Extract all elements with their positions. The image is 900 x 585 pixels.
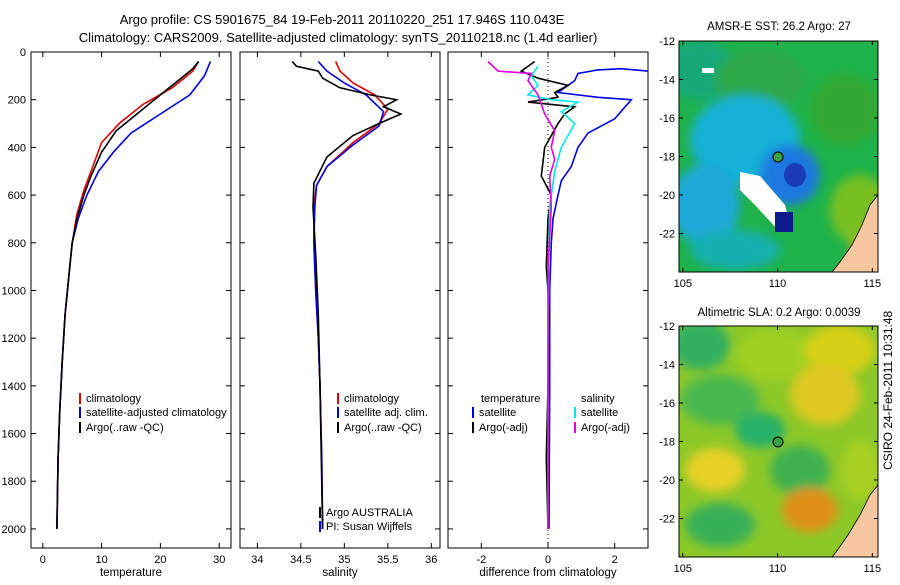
sla-argo-marker — [772, 436, 784, 448]
map-y-tick-label: -18 — [659, 152, 675, 164]
timestamp-label: CSIRO 24-Feb-2011 10:31:48 — [881, 310, 895, 470]
figure-title-line2: Climatology: CARS2009. Satellite-adjuste… — [79, 30, 598, 45]
x-tick-label: 34.5 — [290, 554, 311, 566]
legend-sal-argo-label: Argo(-adj) — [581, 422, 630, 434]
x-tick-label: 35.5 — [377, 554, 398, 566]
legend-sal-satellite-label: satellite — [581, 407, 618, 419]
x-tick-label: 20 — [154, 554, 166, 566]
series-line-argo-raw-qc- — [56, 60, 200, 529]
legend-climatology-label: climatology — [86, 393, 142, 405]
sla-map-panel: Altimetric SLA: 0.2 Argo: 0.0039 105 110 1… — [659, 307, 881, 575]
series-line-climatology — [56, 61, 200, 529]
x-tick-label: 0 — [545, 554, 551, 566]
map-y-tick-label: -22 — [659, 514, 675, 526]
y-tick-label: 0 — [20, 47, 26, 59]
salinity-panel: 34 34.5 35 35.5 36 salinity climatology satelli… — [239, 51, 441, 579]
salinity-x-axis-label: salinity — [322, 567, 357, 579]
series-line-satellite-adj-clim- — [313, 60, 385, 529]
series-line-salinity-argo-adj- — [487, 60, 556, 529]
temperature-series-group — [56, 60, 212, 529]
temperature-panel: 0 10 20 30 0 200 400 600 800 1000 1200 1400 1600 1800… — [2, 47, 232, 579]
y-tick-label: 800 — [8, 238, 26, 250]
sst-field — [679, 41, 878, 272]
map-y-tick-label: -16 — [659, 398, 675, 410]
legend-satellite-adj-label: satellite adj. clim. — [344, 407, 428, 419]
map-x-tick-label: 110 — [769, 278, 787, 290]
sst-map-title: AMSR-E SST: 26.2 Argo: 27 — [707, 21, 851, 33]
series-line-climatology — [313, 61, 389, 529]
sst-argo-marker — [772, 151, 784, 163]
series-line-satellite-adjusted-climatology — [56, 61, 212, 529]
y-tick-label: 200 — [8, 95, 26, 107]
annotation-argo-australia-label: Argo AUSTRALIA — [326, 507, 413, 519]
map-y-tick-label: -12 — [659, 321, 675, 333]
x-tick-label: 36 — [425, 554, 437, 566]
sst-map-panel: AMSR-E SST: 26.2 Argo: 27 105 110 115-1 — [659, 21, 882, 290]
x-tick-label: 0 — [40, 554, 46, 566]
y-tick-label: 1000 — [2, 285, 26, 297]
temperature-plot-frame — [30, 51, 232, 549]
y-tick-label: 600 — [8, 190, 26, 202]
map-y-tick-label: -20 — [659, 190, 675, 202]
map-y-tick-label: -20 — [659, 475, 675, 487]
series-line-temperature-argo-adj- — [519, 60, 577, 529]
figure-title-line1: Argo profile: CS 5901675_84 19-Feb-2011 … — [120, 12, 565, 27]
legend-argo-label: Argo(..raw -QC) — [344, 422, 422, 434]
y-tick-label: 1400 — [2, 381, 26, 393]
x-tick-label: 30 — [213, 554, 225, 566]
difference-series-group — [487, 60, 649, 529]
x-tick-label: 10 — [95, 554, 107, 566]
legend-climatology-label: climatology — [344, 393, 400, 405]
y-tick-label: 400 — [8, 142, 26, 154]
x-tick-label: 35 — [338, 554, 350, 566]
series-line-argo-raw-qc- — [291, 60, 403, 529]
map-x-tick-label: 115 — [864, 278, 882, 290]
x-tick-label: -2 — [476, 554, 486, 566]
map-y-tick-label: -14 — [659, 75, 675, 87]
temperature-x-axis-label: temperature — [100, 567, 162, 579]
x-tick-label: 34 — [251, 554, 263, 566]
y-tick-label: 1800 — [2, 476, 26, 488]
map-x-tick-label: 105 — [674, 278, 692, 290]
map-x-tick-label: 105 — [674, 563, 692, 575]
map-y-tick-label: -12 — [659, 36, 675, 48]
y-tick-label: 1600 — [2, 429, 26, 441]
legend-title-temperature: temperature — [481, 393, 540, 405]
x-tick-label: 2 — [612, 554, 618, 566]
legend-argo-label: Argo(..raw -QC) — [86, 422, 164, 434]
legend-temp-argo-label: Argo(-adj) — [479, 422, 528, 434]
legend-temp-satellite-label: satellite — [479, 407, 516, 419]
salinity-plot-frame — [239, 51, 441, 549]
map-x-tick-label: 115 — [864, 563, 882, 575]
map-y-tick-label: -14 — [659, 360, 675, 372]
y-tick-label: 2000 — [2, 524, 26, 536]
annotation-pi-label: PI: Susan Wijffels — [326, 521, 412, 533]
sla-field — [679, 326, 878, 557]
difference-x-axis-label: difference from climatology — [479, 567, 616, 579]
map-x-tick-label: 110 — [769, 563, 787, 575]
legend-satellite-adjusted-label: satellite-adjusted climatology — [86, 407, 227, 419]
y-tick-label: 1200 — [2, 333, 26, 345]
map-y-tick-label: -18 — [659, 437, 675, 449]
map-y-tick-label: -22 — [659, 229, 675, 241]
legend-title-salinity: salinity — [581, 393, 615, 405]
map-y-tick-label: -16 — [659, 113, 675, 125]
salinity-series-group — [291, 60, 403, 529]
series-line-temperature-satellite — [548, 67, 649, 529]
sla-map-title: Altimetric SLA: 0.2 Argo: 0.0039 — [697, 307, 860, 319]
